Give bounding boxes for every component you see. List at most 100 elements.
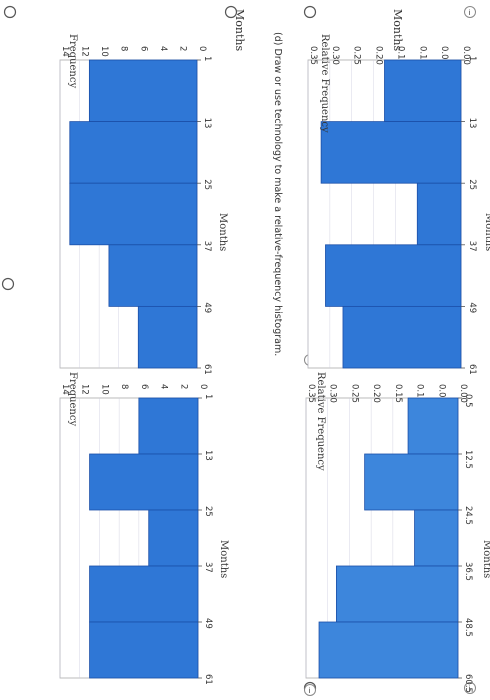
x-tick-label: 61 (467, 364, 477, 375)
svg-text:i: i (309, 687, 311, 695)
histogram-bar (69, 121, 198, 184)
x-tick-label: 0.5 (463, 394, 473, 408)
x-tick-label: 37 (467, 241, 477, 252)
histogram-bar (325, 244, 462, 307)
y-tick-label: 0.25 (349, 384, 359, 403)
y-axis-title: Frequency (67, 372, 78, 426)
histogram-bar (148, 509, 199, 567)
histogram-bar (88, 59, 198, 122)
y-tick-label: 8 (119, 384, 129, 389)
histogram-relative-d: 0.00 0.05 0.10 0.15 0.20 0.25 0.30 0.35 0.5 12.5 2… (305, 372, 490, 693)
histogram-frequency-b: 0 2 4 6 8 10 12 14 1 13 25 37 49 61 Frequency Months (59, 372, 229, 685)
y-axis-title: Relative Frequency (315, 372, 326, 471)
x-tick-label: 48.5 (463, 618, 473, 637)
x-axis-title: Months (217, 213, 228, 251)
histogram-bar (384, 59, 462, 122)
radio-button-c[interactable] (303, 5, 317, 19)
histogram-bar (89, 565, 199, 623)
y-tick-label: 8 (119, 46, 129, 51)
histogram-bar (89, 621, 199, 679)
histogram-bar (335, 565, 459, 623)
y-tick-label: 10 (99, 46, 109, 57)
y-tick-label: 0.05 (439, 46, 449, 65)
histogram-bar (89, 453, 199, 511)
histogram-bar (69, 182, 198, 246)
x-tick-label: 13 (467, 118, 477, 129)
info-icon[interactable]: i (464, 682, 476, 694)
y-tick-label: 0.30 (330, 46, 340, 65)
histogram-bar (414, 509, 459, 567)
y-tick-label: 0.20 (371, 384, 381, 403)
x-tick-label: 25 (467, 179, 477, 190)
y-tick-label: 0.05 (436, 384, 446, 403)
x-tick-label: 25 (202, 179, 212, 190)
y-tick-label: 0.10 (415, 384, 425, 403)
x-tick-label: 25 (203, 506, 213, 517)
x-tick-label: 61 (203, 674, 213, 685)
histogram-bar (342, 305, 462, 369)
y-tick-label: 14 (60, 46, 70, 57)
y-axis-title: Relative Frequency (319, 34, 330, 133)
histogram-frequency-a: 0 2 4 6 8 10 12 14 1 13 25 37 49 61 Frequency Months (59, 34, 228, 375)
histogram-bar (108, 244, 198, 307)
histogram-relative-c: 0.00 0.05 0.10 0.15 0.20 0.25 0.30 0.35 1 13 25 37 4… (307, 34, 490, 375)
histogram-bar (137, 305, 198, 369)
y-tick-label: 0.25 (352, 46, 362, 65)
y-tick-label: 6 (139, 384, 149, 389)
x-tick-label: 60.5 (463, 674, 473, 693)
radio-button-b[interactable] (224, 5, 238, 19)
x-axis-title: Months (481, 540, 490, 578)
x-tick-label: 49 (202, 302, 212, 313)
y-tick-label: 14 (60, 384, 70, 395)
y-tick-label: 2 (177, 46, 187, 51)
x-tick-label: 1 (467, 56, 477, 61)
x-tick-label: 37 (202, 241, 212, 252)
y-tick-label: 0.20 (374, 46, 384, 65)
y-axis-title: Frequency (67, 34, 78, 88)
info-icon[interactable]: i (464, 6, 476, 18)
y-tick-label: 0.30 (328, 384, 338, 403)
y-tick-label: 0.00 (458, 384, 468, 403)
histogram-bar (416, 182, 462, 246)
y-tick-label: 6 (138, 46, 148, 51)
y-tick-label: 0.35 (308, 46, 318, 65)
y-tick-label: 0 (198, 384, 208, 389)
info-icon[interactable]: i (304, 684, 316, 696)
y-tick-label: 4 (159, 384, 169, 389)
x-tick-label: 36.5 (463, 562, 473, 581)
x-tick-label: 61 (202, 364, 212, 375)
x-tick-label: 12.5 (463, 450, 473, 469)
histogram-bar (318, 621, 459, 679)
x-tick-label: 49 (467, 302, 477, 313)
y-tick-label: 2 (178, 384, 188, 389)
x-tick-label: 24.5 (463, 506, 473, 525)
x-tick-label: 49 (203, 618, 213, 629)
svg-text:i: i (469, 685, 471, 693)
x-tick-label: 13 (202, 118, 212, 129)
y-tick-label: 4 (158, 46, 168, 51)
y-tick-label: 0.10 (417, 46, 427, 65)
histogram-bar (364, 453, 459, 511)
histogram-bar (320, 121, 462, 184)
svg-text:i: i (469, 9, 471, 17)
y-tick-label: 12 (80, 46, 90, 57)
y-tick-label: 10 (99, 384, 109, 395)
question-d-text: (d) Draw or use technology to make a rel… (272, 32, 283, 356)
radio-button-a[interactable] (3, 5, 17, 19)
y-tick-label: 0.15 (395, 46, 405, 65)
top-months-label-right: Months (391, 9, 404, 51)
y-tick-label: 0 (197, 46, 207, 51)
top-months-label-left: Months (233, 9, 246, 51)
y-tick-label: 0.15 (393, 384, 403, 403)
x-tick-label: 37 (203, 562, 213, 573)
x-axis-title: Months (483, 213, 490, 251)
histogram-bar (407, 397, 459, 455)
x-tick-label: 1 (202, 56, 212, 61)
radio-button-d[interactable] (1, 277, 15, 291)
x-axis-title: Months (218, 540, 229, 578)
histogram-bar (138, 397, 199, 455)
y-tick-label: 12 (80, 384, 90, 395)
x-tick-label: 1 (203, 394, 213, 399)
y-tick-label: 0.00 (461, 46, 471, 65)
